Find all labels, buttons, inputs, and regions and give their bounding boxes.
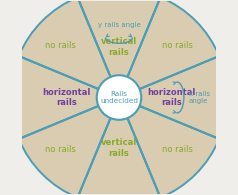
Wedge shape bbox=[78, 98, 160, 195]
Wedge shape bbox=[119, 0, 219, 98]
Text: no rails: no rails bbox=[162, 145, 193, 154]
Wedge shape bbox=[119, 98, 219, 195]
Text: horizontal
rails: horizontal rails bbox=[147, 88, 195, 107]
Wedge shape bbox=[19, 0, 119, 98]
Wedge shape bbox=[19, 98, 119, 195]
Text: no rails: no rails bbox=[45, 145, 76, 154]
Wedge shape bbox=[119, 56, 228, 139]
Text: vertical
rails: vertical rails bbox=[101, 37, 137, 57]
Circle shape bbox=[97, 75, 141, 120]
Text: x rails
angle: x rails angle bbox=[189, 91, 210, 104]
Wedge shape bbox=[10, 56, 119, 139]
Text: horizontal
rails: horizontal rails bbox=[43, 88, 91, 107]
Text: y rails angle: y rails angle bbox=[98, 22, 140, 28]
Text: vertical
rails: vertical rails bbox=[101, 138, 137, 158]
Text: Rails
undecided: Rails undecided bbox=[100, 91, 138, 104]
Text: no rails: no rails bbox=[45, 41, 76, 50]
Wedge shape bbox=[78, 0, 160, 98]
Text: no rails: no rails bbox=[162, 41, 193, 50]
